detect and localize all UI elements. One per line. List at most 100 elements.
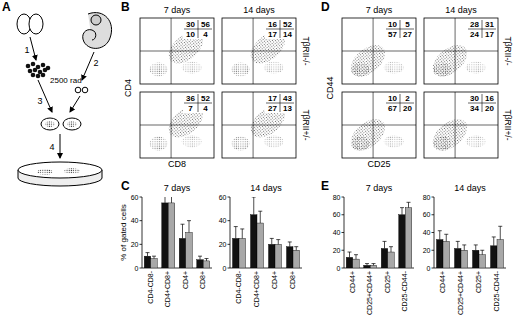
error-bar [294, 247, 298, 251]
error-bar [480, 250, 484, 254]
bar [388, 252, 395, 268]
quadrant-value: 30 [470, 94, 479, 103]
error-cap [294, 246, 298, 247]
bar [257, 223, 264, 268]
error-line [253, 197, 254, 215]
dose-label: 2500 rad [50, 76, 82, 85]
cell-cloud [434, 136, 452, 150]
quadrant-value: 36 [186, 94, 195, 103]
bar [293, 250, 300, 268]
arrow [30, 37, 36, 60]
error-cap [198, 256, 202, 257]
error-bar [163, 197, 167, 203]
dot-plot: 17432713 [222, 92, 296, 158]
error-cap [389, 246, 393, 247]
y-tick [432, 214, 435, 215]
dot-plot: 1055727 [342, 18, 416, 84]
quadrant-value: 43 [283, 94, 292, 103]
error-line [349, 252, 350, 257]
step-label: 2 [93, 58, 98, 68]
quadrant-value: 17 [268, 30, 277, 39]
bars [144, 197, 210, 268]
stromal-cell [82, 87, 88, 93]
error-line [500, 226, 501, 239]
error-bar [170, 197, 174, 203]
bar [455, 248, 462, 268]
bar [381, 248, 388, 268]
panel-label: D [321, 0, 330, 14]
axis-label: CD8 [168, 159, 186, 169]
category-label: CD44+ [439, 271, 446, 293]
bar [168, 203, 175, 268]
cell-cloud [232, 62, 250, 76]
quadrant-value: 17 [268, 94, 277, 103]
plot-frame [222, 18, 296, 84]
arrow [70, 96, 80, 112]
y-tick [342, 250, 345, 251]
embryo-head [91, 15, 101, 25]
y-tick-label: 60 [219, 194, 227, 201]
cell [41, 73, 46, 78]
y-tick [140, 220, 143, 221]
step-label: 1 [24, 45, 29, 55]
axis-label: CD4 [123, 79, 133, 97]
error-bar [389, 247, 393, 252]
quadrant-value: 20 [485, 104, 494, 113]
y-tick [342, 214, 345, 215]
figure: ABCDE122500 rad347 days14 daysTβRII-/-Tβ… [0, 0, 520, 318]
quadrant-value: 24 [470, 30, 479, 39]
quadrant-value: 4 [203, 104, 208, 113]
plot-frame [424, 18, 498, 84]
quadrant-value: 27 [268, 104, 277, 113]
cell [31, 62, 36, 67]
bar-chart: 020406080CD44+CD25+CD44+CD25+CD25-CD44- [423, 194, 506, 315]
quadrant-value: 16 [485, 94, 494, 103]
bar [491, 246, 498, 268]
y-tick-label: 0 [223, 265, 227, 272]
cell [46, 66, 51, 71]
error-bar [181, 224, 185, 238]
error-cap [152, 256, 156, 257]
bars [346, 202, 412, 268]
error-line [457, 241, 458, 248]
error-line [147, 253, 148, 257]
cell [36, 74, 41, 79]
error-line [493, 237, 494, 246]
arrow [60, 134, 61, 158]
plot-frame [342, 18, 416, 84]
quadrant-value: 17 [485, 30, 494, 39]
cell [33, 68, 38, 73]
quadrant-value: 52 [283, 20, 292, 29]
error-bar [354, 255, 358, 259]
panel-label: A [2, 0, 11, 14]
error-line [165, 197, 166, 203]
error-line [439, 231, 440, 240]
y-tick-label: 20 [333, 247, 341, 254]
quadrant-box [385, 93, 415, 113]
error-line [296, 247, 297, 251]
y-tick-label: 0 [337, 265, 341, 272]
cell [28, 69, 33, 74]
chart-title: 14 days [250, 183, 282, 193]
category-label: CD25+CD44+ [366, 271, 373, 315]
error-line [206, 259, 207, 261]
dot-plot: 30163420 [424, 92, 498, 158]
panel-label: E [321, 179, 329, 193]
error-bar [492, 237, 496, 246]
y-tick-label: 20 [423, 247, 431, 254]
cell [31, 73, 36, 78]
dish-cells [64, 168, 80, 174]
error-line [242, 229, 243, 238]
error-bar [187, 221, 191, 233]
bar [269, 244, 276, 268]
well-cells [67, 121, 77, 127]
step-label: 3 [37, 96, 42, 106]
quadrant-value: 56 [201, 20, 210, 29]
cell-cloud [434, 62, 452, 76]
bar [364, 265, 371, 268]
error-cap [400, 207, 404, 208]
error-bar [383, 241, 387, 248]
error-bar [400, 208, 404, 215]
error-line [182, 224, 183, 238]
cell-cloud [264, 136, 284, 148]
